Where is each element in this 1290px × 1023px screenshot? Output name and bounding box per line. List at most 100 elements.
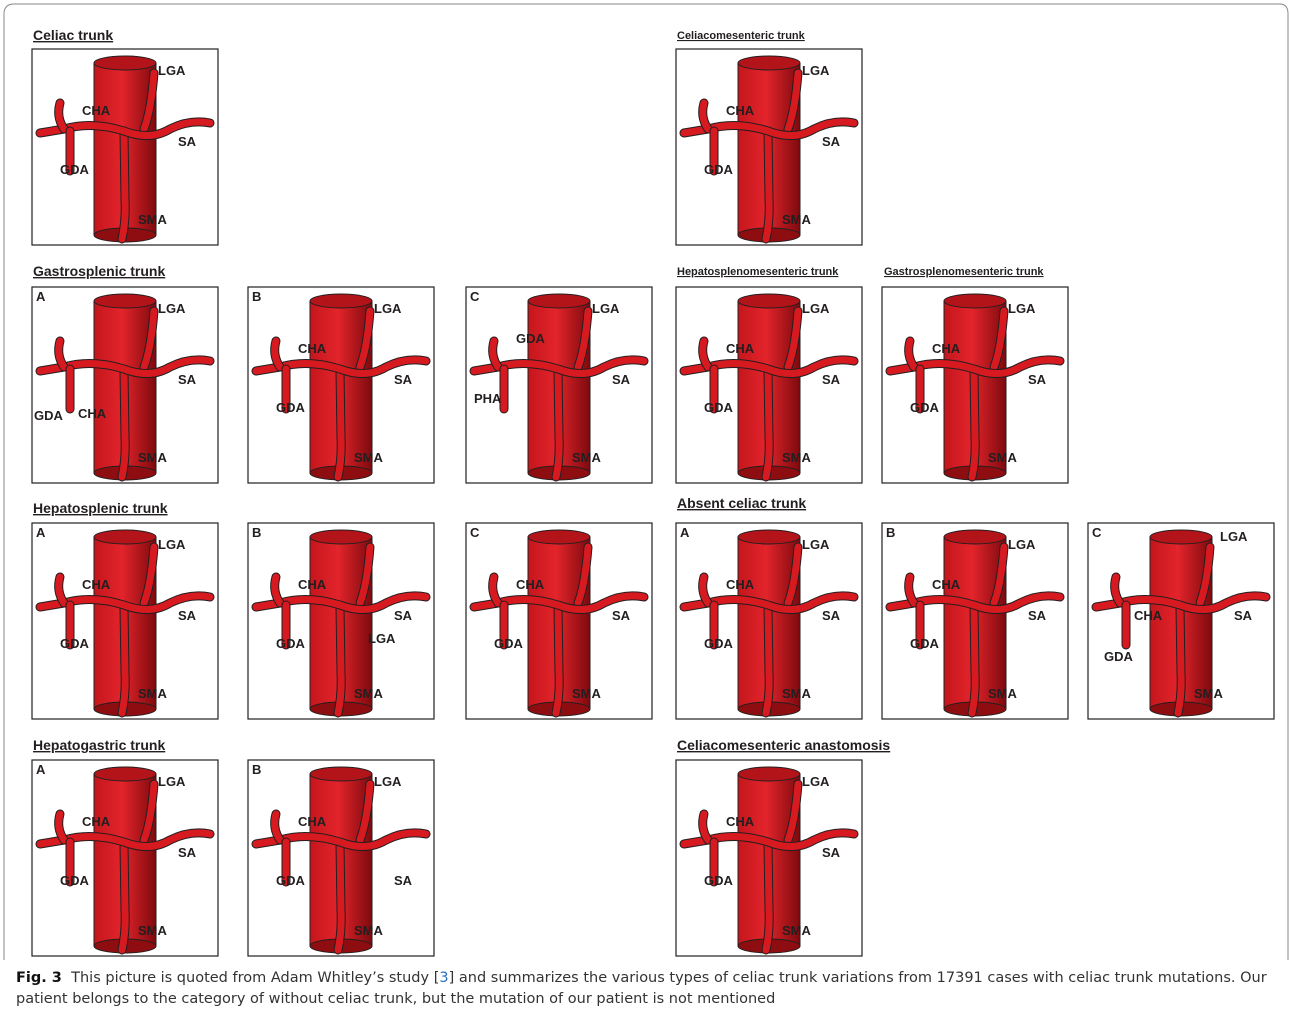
vessel-label: SA [178,845,197,860]
vessel-label: CHA [726,814,755,829]
vessel-label: SA [394,873,413,888]
caption-text: This picture is quoted from Adam Whitley… [71,970,439,986]
vessel-label: LGA [802,774,830,789]
vessel-label: CHA [82,103,111,118]
vessel-label: LGA [1008,537,1036,552]
vessel-label: SMA [572,450,602,465]
vessel-label: SA [612,372,631,387]
vessel-label: CHA [298,814,327,829]
vessel-label: GDA [34,408,64,423]
vessel-label: SA [394,608,413,623]
panel: LGACHASAGDASMA [676,49,862,245]
vessel-label: LGA [374,301,402,316]
artery [1178,607,1181,713]
panel-letter: C [1092,525,1102,540]
panel-letter: C [470,289,480,304]
panel-letter: C [470,525,480,540]
vessel-label: LGA [158,537,186,552]
vessel-label: LGA [802,301,830,316]
vessel-label: SA [1028,608,1047,623]
panel-letter: B [252,525,261,540]
aorta-top [310,767,372,781]
panel-letter: B [886,525,895,540]
vessel-label: LGA [1008,301,1036,316]
vessel-label: SA [612,608,631,623]
section-title: Celiacomesenteric trunk [677,30,806,42]
vessel-label: GDA [910,636,940,651]
vessel-label: GDA [276,873,306,888]
artery [338,371,341,477]
vessel-label: SMA [782,450,812,465]
vessel-label: CHA [726,103,755,118]
vessel-label: SMA [138,686,168,701]
vessel-label: SMA [354,686,384,701]
panel-letter: A [680,525,690,540]
vessel-label: SMA [782,686,812,701]
vessel-label: CHA [932,577,961,592]
aorta-top [528,530,590,544]
aorta-top [94,767,156,781]
vessel-label: SA [178,608,197,623]
vessel-label: CHA [298,341,327,356]
aorta-top [310,294,372,308]
vessel-label: SMA [354,450,384,465]
vessel-label: GDA [60,873,90,888]
vessel-label: GDA [276,400,306,415]
vessel-label: SMA [988,686,1018,701]
aorta-top [94,294,156,308]
vessel-label: GDA [60,636,90,651]
artery [972,607,975,713]
artery [338,844,341,950]
vessel-label: GDA [276,636,306,651]
artery [122,371,125,477]
vessel-label: GDA [704,873,734,888]
section-title: Gastrosplenic trunk [33,263,165,279]
vessel-label: LGA [158,63,186,78]
vessel-label: LGA [802,63,830,78]
vessel-label: SMA [572,686,602,701]
aorta-top [738,294,800,308]
aorta-top [738,767,800,781]
aorta-top [94,530,156,544]
figure: Celiac trunk LGA CHA SA GDA SMA Celiacomesente… [0,0,1290,1023]
vessel-label: SMA [988,450,1018,465]
vessel-label: PHA [474,391,502,406]
vessel-label: CHA [516,577,545,592]
artery [766,371,769,477]
section-title: Hepatosplenic trunk [33,500,168,516]
aorta-top [738,56,800,70]
vessel-label: LGA [158,774,186,789]
aorta-top [310,530,372,544]
vessel-label: LGA [158,301,186,316]
panel: ALGACHASAGDASMA [676,523,862,719]
vessel-label: CHA [1134,608,1163,623]
vessel-label: SA [1028,372,1047,387]
vessel-label: CHA [82,577,111,592]
vessel-label: SMA [138,923,168,938]
diagram: Celiac trunk LGA CHA SA GDA SMA Celiacomesente… [0,0,1290,962]
vessel-label: CHA [82,814,111,829]
panel: ALGACHASAGDASMA [32,287,218,483]
vessel-label: SA [822,372,841,387]
vessel-label: SA [178,134,197,149]
artery [122,607,125,713]
aorta-top [94,56,156,70]
panel-letter: B [252,289,261,304]
caption: Fig. 3 This picture is quoted from Adam … [16,968,1278,1010]
vessel-label: CHA [78,406,107,421]
panel: B LGA CHA SA GDA SMA [882,523,1068,719]
panel: LGACHASAGDASMA [676,760,862,956]
artery [556,607,559,713]
section-title: Hepatogastric trunk [33,737,165,753]
section-title: Celiac trunk [33,27,113,43]
caption-label: Fig. 3 [16,970,62,986]
vessel-label: SMA [782,212,812,227]
vessel-label: SA [822,845,841,860]
artery [766,133,769,239]
reference-link[interactable]: 3 [439,970,448,986]
